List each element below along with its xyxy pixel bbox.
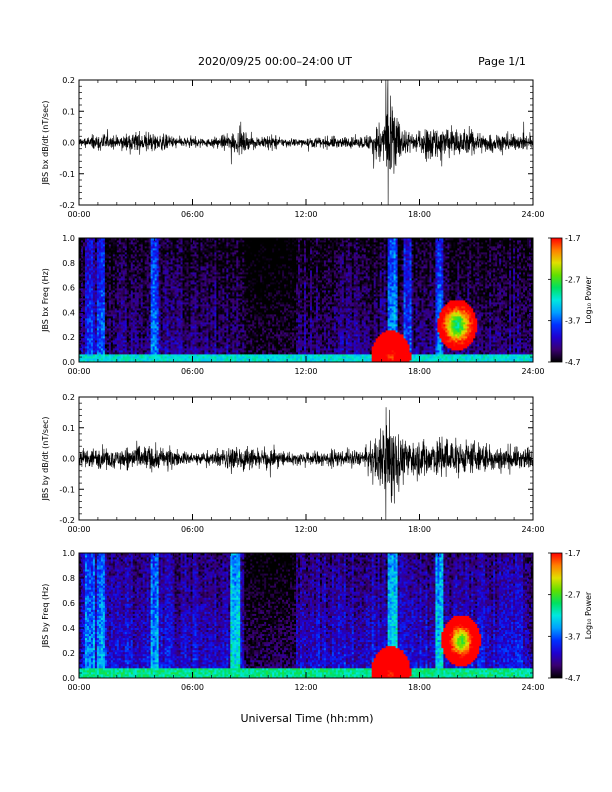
colorbar-tick-label: -4.7 xyxy=(565,674,581,683)
page-number: Page 1/1 xyxy=(478,55,526,68)
x-tick-label: 00:00 xyxy=(67,683,90,692)
x-tick-label: 24:00 xyxy=(521,525,544,534)
y-tick-label: 0.0 xyxy=(62,674,75,683)
x-tick-label: 24:00 xyxy=(521,210,544,219)
y-tick-label: 0.2 xyxy=(62,76,75,85)
y-tick-label: 1.0 xyxy=(62,549,75,558)
x-tick-label: 12:00 xyxy=(294,210,317,219)
x-tick-label: 12:00 xyxy=(294,683,317,692)
colorbar-label: Log₁₀ Power xyxy=(584,276,593,324)
y-tick-label: -0.1 xyxy=(59,485,75,494)
x-tick-label: 12:00 xyxy=(294,525,317,534)
colorbar-label: Log₁₀ Power xyxy=(584,591,593,639)
x-tick-label: 00:00 xyxy=(67,210,90,219)
colorbar-tick-label: -2.7 xyxy=(565,275,581,284)
x-tick-label: 00:00 xyxy=(67,367,90,376)
x-tick-label: 18:00 xyxy=(408,683,431,692)
bx-spectrogram-panel: -1.7 -2.7 -3.7 -4.7 Log₁₀ Power JBS bx Freq (… xyxy=(41,234,593,376)
bx-timeseries-panel: JBS bx dB/dt (nT/sec) 0.2 0.1 0.0 -0.1 -0.200… xyxy=(41,76,545,219)
colorbar xyxy=(551,553,562,678)
y-tick-label: 1.0 xyxy=(62,234,75,243)
y-tick-label: -0.2 xyxy=(59,516,75,525)
x-tick-label: 18:00 xyxy=(408,367,431,376)
y-tick-label: 0.2 xyxy=(62,333,75,342)
y-axis-label: JBS bx Freq (Hz) xyxy=(41,268,50,333)
y-tick-label: 0.0 xyxy=(62,358,75,367)
y-axis-label: JBS by dB/dt (nT/sec) xyxy=(41,416,50,501)
y-tick-label: -0.2 xyxy=(59,201,75,210)
y-tick-label: 0.0 xyxy=(62,139,75,148)
y-axis-label: JBS by Freq (Hz) xyxy=(41,584,50,649)
plot-title: 2020/09/25 00:00–24:00 UT xyxy=(198,55,352,68)
by-spectrogram-panel: -1.7 -2.7 -3.7 -4.7 Log₁₀ Power JBS by Freq (… xyxy=(41,549,593,692)
x-tick-label: 12:00 xyxy=(294,367,317,376)
y-tick-label: 0.8 xyxy=(62,259,75,268)
x-tick-label: 18:00 xyxy=(408,210,431,219)
x-tick-label: 00:00 xyxy=(67,525,90,534)
y-tick-label: 0.4 xyxy=(62,624,75,633)
colorbar-tick-label: -4.7 xyxy=(565,358,581,367)
x-tick-label: 06:00 xyxy=(181,367,204,376)
y-tick-label: 0.0 xyxy=(62,455,75,464)
y-axis-label: JBS bx dB/dt (nT/sec) xyxy=(41,100,50,185)
x-tick-label: 06:00 xyxy=(181,210,204,219)
y-tick-label: 0.1 xyxy=(62,107,75,116)
y-tick-label: 0.4 xyxy=(62,308,75,317)
colorbar-tick-label: -1.7 xyxy=(565,549,581,558)
y-tick-label: 0.1 xyxy=(62,424,75,433)
colorbar-tick-label: -3.7 xyxy=(565,317,581,326)
colorbar-tick-label: -2.7 xyxy=(565,591,581,600)
x-tick-label: 06:00 xyxy=(181,683,204,692)
y-tick-label: -0.1 xyxy=(59,170,75,179)
colorbar xyxy=(551,238,562,362)
y-tick-label: 0.8 xyxy=(62,574,75,583)
x-tick-label: 06:00 xyxy=(181,525,204,534)
y-tick-label: 0.2 xyxy=(62,649,75,658)
x-axis-label: Universal Time (hh:mm) xyxy=(241,712,374,725)
heatmap-cells xyxy=(79,553,533,678)
series-line xyxy=(79,407,533,521)
heatmap-cells xyxy=(79,238,533,362)
x-tick-label: 24:00 xyxy=(521,683,544,692)
x-tick-label: 18:00 xyxy=(408,525,431,534)
x-tick-label: 24:00 xyxy=(521,367,544,376)
by-timeseries-panel: JBS by dB/dt (nT/sec) 0.2 0.1 0.0 -0.1 -0.200… xyxy=(41,393,545,534)
y-tick-label: 0.6 xyxy=(62,284,75,293)
y-tick-label: 0.2 xyxy=(62,393,75,402)
y-tick-label: 0.6 xyxy=(62,599,75,608)
colorbar-tick-label: -3.7 xyxy=(565,632,581,641)
colorbar-tick-label: -1.7 xyxy=(565,234,581,243)
